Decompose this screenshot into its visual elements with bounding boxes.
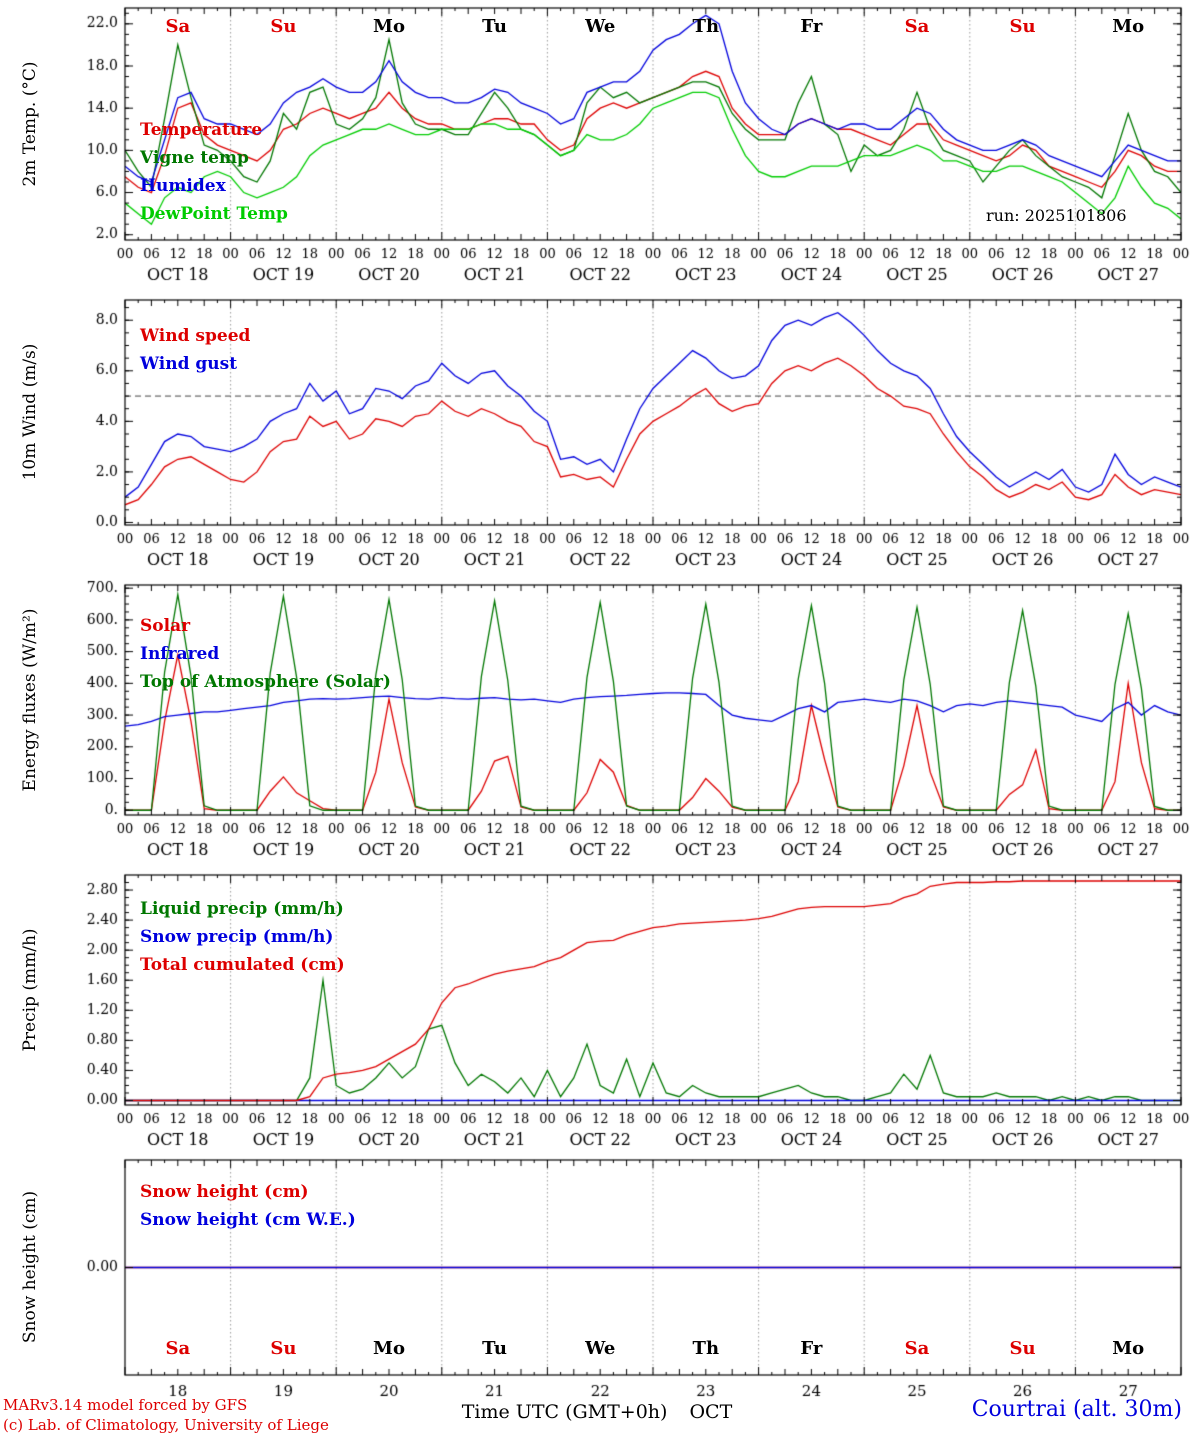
legend-wind-panel: Wind speed Wind gust [140,322,250,378]
day-label: Su [1009,1338,1036,1359]
y-axis-title-precip: Precip (mm/h) [20,928,40,1052]
model-credit-line2: (c) Lab. of Climatology, University of L… [3,1416,329,1434]
day-label: Sa [165,16,191,37]
day-label: Th [692,1338,720,1359]
legend-total-cumulated: Total cumulated (cm) [140,955,345,975]
day-label: Su [1009,16,1036,37]
legend-humidex: Humidex [140,176,226,196]
legend-temperature: Temperature [140,120,263,140]
day-label: Su [270,1338,297,1359]
legend-liquid-precip: Liquid precip (mm/h) [140,899,344,919]
day-label: Mo [1112,16,1145,37]
day-label: Sa [904,16,930,37]
legend-temperature-panel: Temperature Vigne temp Humidex DewPoint … [140,116,288,228]
legend-snow-height: Snow height (cm) [140,1182,309,1202]
y-axis-title-temp: 2m Temp. (°C) [20,61,40,187]
legend-precip-panel: Liquid precip (mm/h) Snow precip (mm/h) … [140,895,345,979]
legend-snow-precip: Snow precip (mm/h) [140,927,334,947]
day-label: Mo [373,1338,405,1359]
day-label: We [585,1338,616,1359]
legend-energy-panel: Solar Infrared Top of Atmosphere (Solar) [140,612,391,696]
model-credit: MARv3.14 model forced by GFS (c) Lab. of… [3,1395,329,1435]
day-label: Fr [800,16,823,37]
day-label: Tu [482,16,508,37]
day-label: We [585,16,616,37]
legend-vigne-temp: Vigne temp [140,148,249,168]
legend-toa-solar: Top of Atmosphere (Solar) [140,672,391,692]
legend-infrared: Infrared [140,644,220,664]
legend-solar: Solar [140,616,191,636]
day-label: Mo [1112,1338,1145,1359]
day-label: Th [692,16,720,37]
month-label: OCT [689,1401,733,1423]
day-label: Sa [904,1338,930,1359]
y-axis-title-energy: Energy fluxes (W/m²) [20,608,40,792]
day-label: Tu [482,1338,508,1359]
legend-wind-speed: Wind speed [140,326,251,346]
day-label: Fr [800,1338,823,1359]
model-credit-line1: MARv3.14 model forced by GFS [3,1396,248,1414]
y-axis-title-snow: Snow height (cm) [20,1190,40,1344]
legend-snow-panel: Snow height (cm) Snow height (cm W.E.) [140,1178,356,1234]
legend-snow-height-we: Snow height (cm W.E.) [140,1210,356,1230]
day-label: Su [270,16,297,37]
run-label: run: 2025101806 [986,206,1127,225]
time-axis-label-text: Time UTC (GMT+0h) [461,1401,668,1423]
day-label: Sa [165,1338,191,1359]
legend-wind-gust: Wind gust [140,354,238,374]
y-axis-title-wind: 10m Wind (m/s) [20,343,40,481]
legend-dewpoint-temp: DewPoint Temp [140,204,288,224]
station-label: Courtrai (alt. 30m) [971,1397,1182,1422]
time-axis-label: Time UTC (GMT+0h) OCT [462,1401,733,1423]
day-label: Mo [373,16,405,37]
